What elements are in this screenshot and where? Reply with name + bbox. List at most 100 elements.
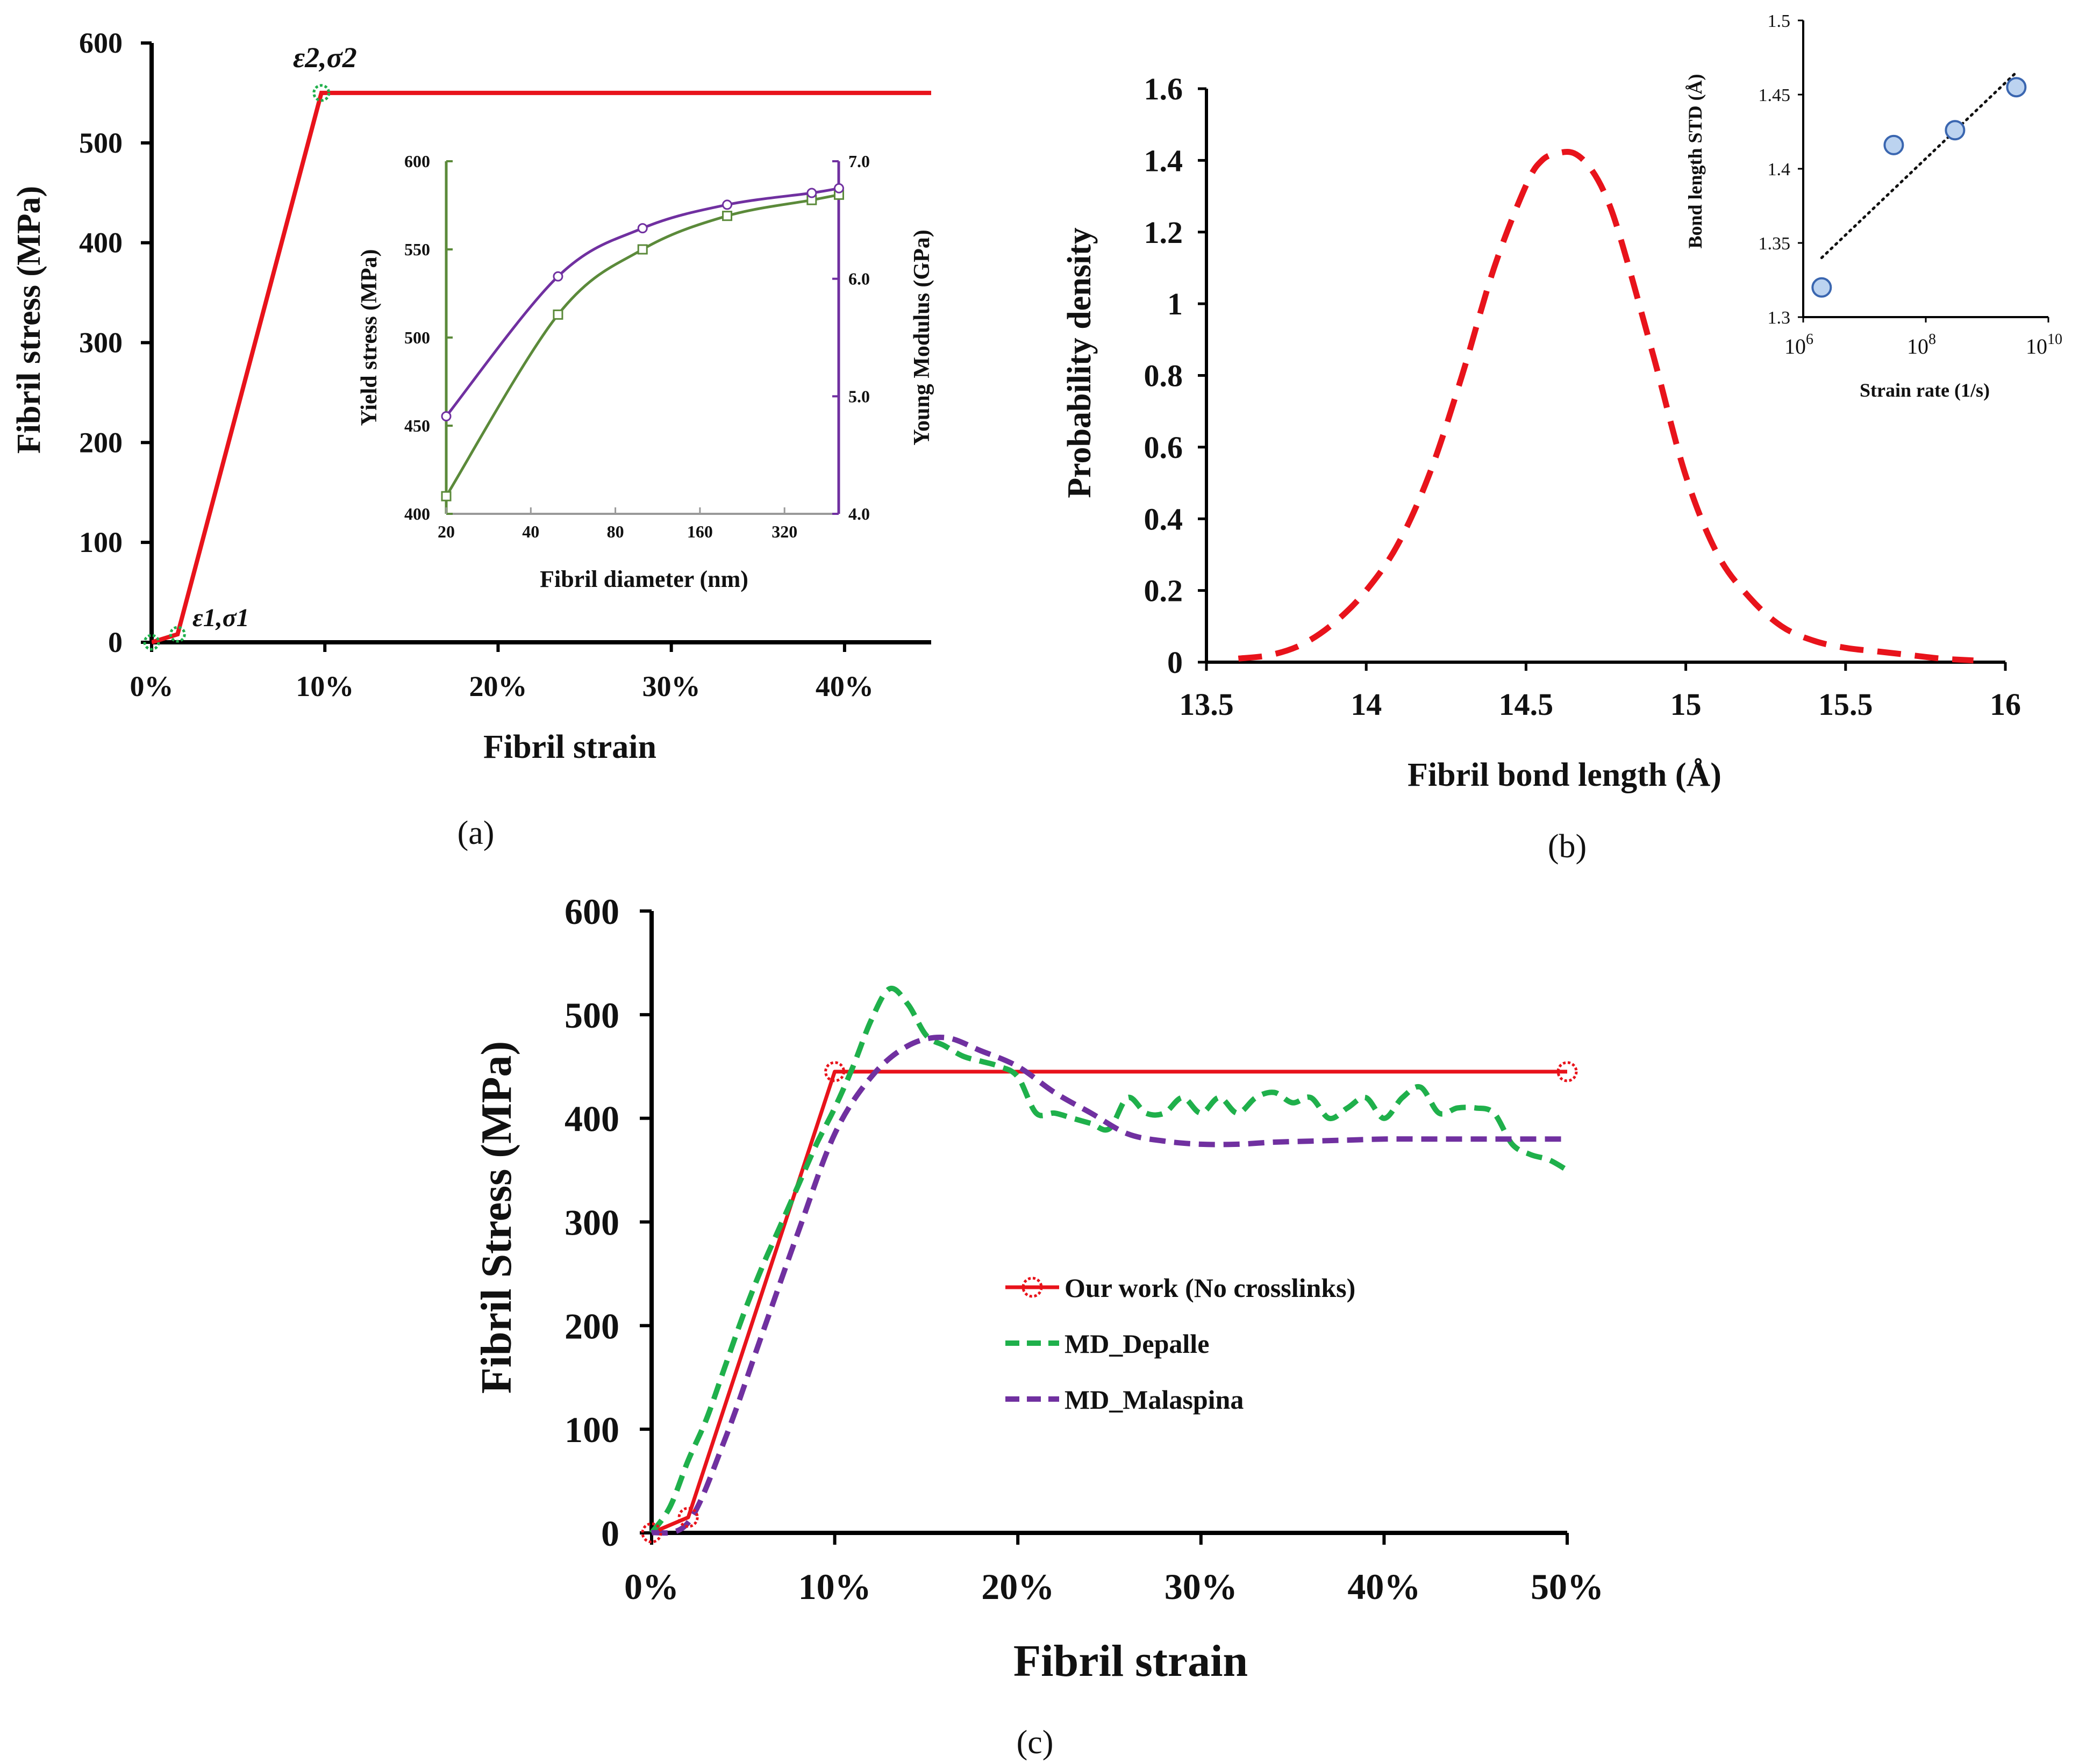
a-y-tick-label: 400 [79, 227, 123, 259]
a-inset-right-tick-label: 7.0 [848, 152, 870, 171]
panel-a-chart: 0 100 200 300 400 500 600 0% 10% 20% 30% 40% Fibri… [11, 27, 934, 851]
b-inset-chart: 1.3 1.35 1.4 1.45 1.5 106 108 1010 Strain rate … [1684, 11, 2062, 401]
c-legend-marker-our-work [1021, 1277, 1043, 1298]
c-x-tick-label: 30% [1165, 1566, 1238, 1607]
a-inset-right-tick-label: 4.0 [848, 504, 870, 524]
a-inset-x-tick-label: 80 [607, 522, 624, 541]
a-inset-right-tick-label: 5.0 [848, 386, 870, 406]
b-distribution-curve [1238, 148, 1974, 664]
c-y-axis-label: Fibril Stress (MPa) [473, 1041, 520, 1394]
a-y-tick-label: 500 [79, 127, 123, 159]
b-x-axis-label: Fibril bond length (Å) [1408, 757, 1721, 793]
c-x-tick-label: 20% [981, 1566, 1054, 1607]
a-inset-right-tick-label: 6.0 [848, 269, 870, 289]
panel-c-chart: 0 100 200 300 400 500 600 0% 10% 20% 30% 40% 50% Fi… [473, 891, 1604, 1761]
a-marker-eps1 [169, 626, 186, 643]
c-legend: Our work (No crosslinks) MD_Depalle MD_Mal… [1005, 1273, 1355, 1415]
a-inset-x-label: Fibril diameter (nm) [540, 566, 748, 592]
c-x-tick-label: 40% [1347, 1566, 1420, 1607]
a-annotation-eps2: ε2,σ2 [293, 41, 357, 74]
a-x-tick-label: 40% [816, 670, 874, 702]
a-inset-left-tick-label: 600 [404, 152, 430, 171]
c-y-tick-label: 300 [565, 1202, 619, 1243]
b-y-tick-label: 0 [1167, 645, 1183, 680]
a-x-tick-label: 0% [130, 670, 174, 702]
b-inset-x-tick-label: 108 [1907, 331, 1936, 358]
a-marker-origin [143, 634, 160, 651]
b-x-tick-label: 16 [1990, 687, 2021, 722]
b-y-tick-label: 0.6 [1144, 430, 1183, 465]
c-y-tick-label: 600 [565, 891, 619, 932]
a-inset-series-modulus-line [445, 187, 839, 418]
a-inset-x-tick-label: 40 [522, 522, 539, 541]
c-x-tick-label: 0% [624, 1566, 679, 1607]
a-inset-yield-point [637, 244, 648, 255]
a-inset-left-label: Yield stress (MPa) [357, 249, 382, 426]
c-x-tick-label: 10% [798, 1566, 871, 1607]
a-y-tick-label: 0 [108, 626, 123, 658]
b-inset-point [1883, 134, 1904, 155]
b-inset-y-tick-label: 1.35 [1759, 234, 1791, 254]
a-inset-series-yield-line [445, 193, 839, 497]
a-inset-right-label: Young Modulus (GPa) [910, 230, 934, 445]
a-marker-eps2 [312, 84, 331, 102]
b-panel-label: (b) [1548, 828, 1587, 865]
b-inset-y-tick-label: 1.4 [1768, 160, 1791, 180]
a-y-tick-label: 100 [79, 526, 123, 558]
c-legend-label-our-work: Our work (No crosslinks) [1065, 1273, 1355, 1303]
b-x-tick-label: 14.5 [1499, 687, 1554, 722]
a-inset-modulus-point [806, 188, 817, 198]
c-y-tick-label: 400 [565, 1099, 619, 1139]
b-x-tick-label: 13.5 [1179, 687, 1234, 722]
b-inset-trendline [1820, 71, 2018, 260]
c-our-work-marker [641, 1522, 662, 1544]
a-x-tick-label: 20% [469, 670, 527, 702]
a-inset-modulus-point [833, 183, 844, 193]
c-x-tick-label: 50% [1531, 1566, 1604, 1607]
c-x-axis-label: Fibril strain [1013, 1636, 1248, 1686]
a-inset-x-tick-label: 320 [771, 522, 797, 541]
a-y-tick-label: 300 [79, 327, 123, 359]
b-y-tick-label: 1.4 [1144, 143, 1183, 178]
b-x-tick-label: 14 [1351, 687, 1382, 722]
c-y-tick-label: 100 [565, 1409, 619, 1450]
c-panel-label: (c) [1017, 1724, 1054, 1761]
a-inset-left-tick-label: 400 [404, 504, 430, 524]
a-panel-label: (a) [458, 815, 495, 851]
b-inset-x-tick-label: 106 [1784, 331, 1813, 358]
b-y-tick-label: 0.4 [1144, 501, 1183, 536]
panel-b-chart: 0 0.2 0.4 0.6 0.8 1 1.2 1.4 1.6 13.5 14 14.5 15 15.5… [1061, 11, 2062, 865]
b-inset-y-tick-label: 1.3 [1768, 308, 1791, 328]
a-y-tick-label: 600 [79, 27, 123, 59]
a-series-line [152, 90, 931, 644]
c-our-work-marker [824, 1061, 846, 1082]
b-y-tick-label: 0.8 [1144, 358, 1183, 393]
c-y-tick-label: 500 [565, 995, 619, 1036]
a-inset-modulus-point [441, 411, 452, 422]
c-legend-label-md-depalle: MD_Depalle [1065, 1329, 1209, 1359]
c-our-work-marker [1556, 1061, 1578, 1082]
b-inset-point [1811, 277, 1832, 298]
b-x-tick-label: 15 [1670, 687, 1702, 722]
a-inset-modulus-point [637, 223, 648, 234]
b-x-tick-label: 15.5 [1818, 687, 1873, 722]
c-legend-label-md-malaspina: MD_Malaspina [1065, 1385, 1244, 1415]
c-y-tick-label: 200 [565, 1306, 619, 1346]
b-inset-x-label: Strain rate (1/s) [1860, 379, 1990, 401]
a-inset-modulus-point [553, 271, 563, 282]
a-inset-yield-point [722, 211, 733, 221]
b-y-tick-label: 0.2 [1144, 573, 1183, 608]
c-series-md-malaspina-line [651, 1034, 1567, 1536]
b-inset-x-tick-label: 1010 [2026, 331, 2062, 358]
a-inset-left-tick-label: 450 [404, 416, 430, 435]
b-inset-point [2006, 77, 2027, 98]
a-x-tick-label: 30% [642, 670, 701, 702]
a-inset-left-tick-label: 500 [404, 328, 430, 347]
a-y-axis-label: Fibril stress (MPa) [11, 186, 47, 454]
a-inset-left-tick-label: 550 [404, 240, 430, 259]
b-y-tick-label: 1.2 [1144, 215, 1183, 250]
c-series-md-depalle-line [649, 985, 1569, 1535]
b-inset-point [1945, 120, 1966, 141]
